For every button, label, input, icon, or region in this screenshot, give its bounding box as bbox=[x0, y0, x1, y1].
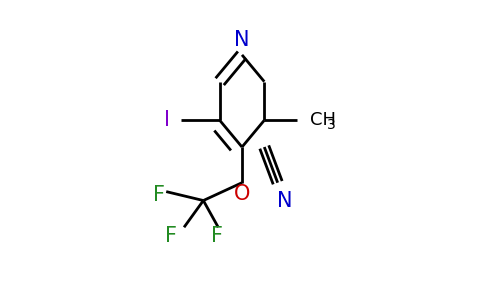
Text: O: O bbox=[234, 184, 250, 204]
Text: N: N bbox=[234, 30, 250, 50]
Text: F: F bbox=[165, 226, 177, 246]
Text: F: F bbox=[153, 184, 165, 205]
Text: F: F bbox=[211, 226, 223, 246]
Text: N: N bbox=[277, 190, 293, 211]
Text: I: I bbox=[164, 110, 170, 130]
Text: CH: CH bbox=[310, 111, 336, 129]
Text: 3: 3 bbox=[327, 118, 335, 132]
